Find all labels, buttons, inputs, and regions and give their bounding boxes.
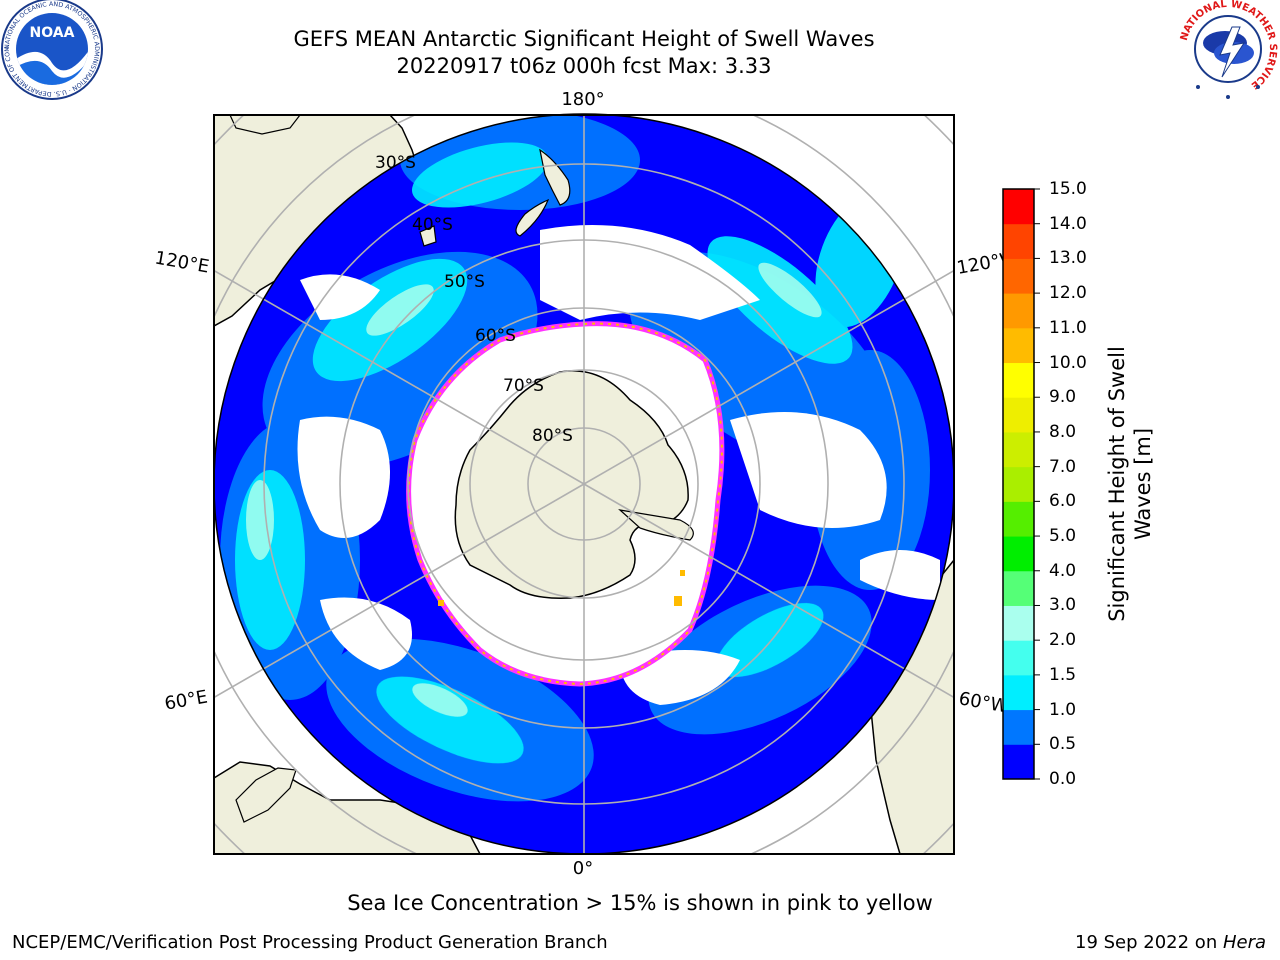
colorbar-tick-label: 10.0 xyxy=(1049,352,1087,373)
colorbar-tick-label: 8.0 xyxy=(1049,421,1077,442)
colorbar-bin xyxy=(1003,536,1034,572)
colorbar-bin xyxy=(1003,293,1034,329)
colorbar xyxy=(1003,188,1040,780)
noaa-logo: NATIONAL OCEANIC AND ATMOSPHERIC ADMINIS… xyxy=(0,0,103,100)
sea-ice-note: Sea Ice Concentration > 15% is shown in … xyxy=(347,891,933,915)
colorbar-tick-label: 6.0 xyxy=(1049,491,1077,512)
map-subtitle: 20220917 t06z 000h fcst Max: 3.33 xyxy=(396,54,772,78)
colorbar-bin xyxy=(1003,744,1034,780)
lat-label-50s: 50°S xyxy=(444,272,485,292)
map-frame xyxy=(213,114,955,855)
colorbar-bin xyxy=(1003,258,1034,294)
colorbar-tick-label: 4.0 xyxy=(1049,560,1077,581)
lat-label-30s: 30°S xyxy=(375,153,416,173)
colorbar-tick-label: 14.0 xyxy=(1049,213,1087,234)
colorbar-tick-label: 5.0 xyxy=(1049,526,1077,547)
colorbar-bin xyxy=(1003,570,1034,606)
lon-label-120e: 120°E xyxy=(153,247,211,277)
colorbar-bin xyxy=(1003,362,1034,398)
lon-label-60e: 60°E xyxy=(163,686,209,714)
footer-host: Hera xyxy=(1222,932,1266,953)
map-title: GEFS MEAN Antarctic Significant Height o… xyxy=(293,27,875,51)
footer-credit: NCEP/EMC/Verification Post Processing Pr… xyxy=(12,932,608,953)
colorbar-tick-label: 15.0 xyxy=(1049,179,1087,199)
colorbar-tick-label: 11.0 xyxy=(1049,317,1087,338)
colorbar-tick-label: 0.0 xyxy=(1049,769,1077,789)
colorbar-tick-label: 9.0 xyxy=(1049,387,1077,408)
colorbar-bin xyxy=(1003,327,1034,364)
colorbar-bin xyxy=(1003,466,1034,502)
colorbar-bin xyxy=(1003,431,1034,468)
colorbar-bin xyxy=(1003,709,1034,745)
colorbar-bin xyxy=(1003,674,1034,711)
nws-logo: NATIONAL WEATHER SERVICE xyxy=(1178,0,1278,99)
colorbar-tick-label: 7.0 xyxy=(1049,456,1077,477)
lon-label-180: 180° xyxy=(561,89,604,110)
colorbar-tick-label: 0.5 xyxy=(1049,734,1077,755)
footer-date-text: 19 Sep 2022 on xyxy=(1075,932,1223,953)
lon-label-60w: 60°W xyxy=(957,688,1010,717)
footer-date: 19 Sep 2022 on Hera xyxy=(1075,932,1266,953)
lat-label-40s: 40°S xyxy=(412,215,453,235)
colorbar-tick-label: 1.0 xyxy=(1049,699,1077,720)
colorbar-bin xyxy=(1003,397,1034,433)
colorbar-bin xyxy=(1003,605,1034,641)
colorbar-tick-label: 12.0 xyxy=(1049,283,1087,304)
colorbar-tick-label: 2.0 xyxy=(1049,630,1077,651)
graticule xyxy=(214,115,954,854)
colorbar-bin xyxy=(1003,640,1034,676)
noaa-logo-text: NOAA xyxy=(30,25,75,41)
lat-label-80s: 80°S xyxy=(532,426,573,446)
colorbar-bin xyxy=(1003,501,1034,537)
colorbar-title-line2: Waves [m] xyxy=(1131,427,1155,541)
colorbar-title-line1: Significant Height of Swell xyxy=(1105,346,1129,622)
lat-label-60s: 60°S xyxy=(475,326,516,346)
colorbar-tick-label: 13.0 xyxy=(1049,248,1087,269)
colorbar-bin xyxy=(1003,223,1034,259)
lat-label-70s: 70°S xyxy=(503,376,544,396)
colorbar-bin xyxy=(1003,189,1034,225)
colorbar-tick-label: 3.0 xyxy=(1049,595,1077,616)
lon-label-0: 0° xyxy=(573,858,593,879)
colorbar-tick-label: 1.5 xyxy=(1049,664,1077,685)
